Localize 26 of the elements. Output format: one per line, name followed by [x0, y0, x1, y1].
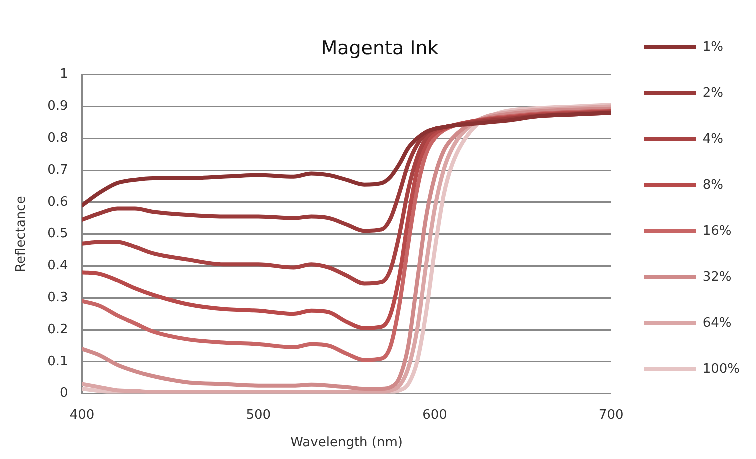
legend-label: 8%: [702, 178, 724, 193]
y-tick-label: 0.3: [48, 290, 68, 306]
legend-label: 100%: [702, 362, 740, 377]
chart-title: Magenta Ink: [321, 37, 439, 60]
legend-label: 64%: [702, 316, 732, 331]
y-axis-title: Reflectance: [14, 196, 30, 272]
y-tick-label: 0.2: [48, 322, 68, 338]
legend-label: 4%: [702, 132, 724, 147]
x-tick-label: 500: [246, 408, 272, 423]
x-axis-title: Wavelength (nm): [290, 436, 403, 451]
legend-label: 2%: [702, 86, 724, 101]
legend-label: 32%: [702, 270, 732, 285]
y-tick-label: 0.8: [48, 130, 68, 146]
legend-label: 16%: [702, 224, 732, 239]
legend-label: 1%: [702, 40, 724, 55]
y-tick-label: 0.6: [48, 194, 68, 210]
y-tick-label: 0.5: [48, 226, 68, 242]
x-tick-label: 400: [70, 408, 95, 423]
x-tick-label: 700: [598, 408, 624, 423]
y-tick-label: 0.1: [48, 354, 68, 370]
y-tick-label: 0.4: [48, 258, 68, 274]
y-tick-label: 0: [60, 386, 68, 402]
y-tick-label: 1: [60, 67, 68, 82]
x-tick-label: 600: [422, 408, 448, 423]
y-tick-label: 0.7: [48, 162, 68, 178]
y-tick-label: 0.9: [48, 99, 68, 114]
